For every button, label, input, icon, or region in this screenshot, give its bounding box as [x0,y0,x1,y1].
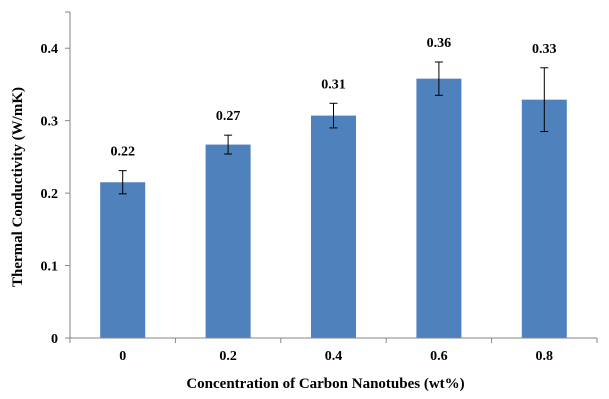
y-tick-label: 0 [51,332,58,347]
data-label: 0.22 [110,145,135,160]
bars [100,78,567,339]
bar [100,182,146,338]
y-tick-label: 0.2 [41,187,59,202]
data-label: 0.36 [427,36,452,51]
x-tick-label: 0.8 [536,349,554,364]
data-label: 0.27 [216,109,241,124]
error-bars [118,61,549,195]
y-tick-label: 0.4 [41,42,59,57]
bar [311,115,356,339]
bar [205,144,251,338]
x-tick-label: 0 [119,349,126,364]
x-axis-ticks: 0 0.2 0.4 0.6 0.8 [69,338,598,364]
x-tick-label: 0.6 [430,349,448,364]
y-axis-ticks: 0 0.1 0.2 0.3 0.4 [41,11,70,347]
bar [416,78,462,338]
x-axis-title: Concentration of Carbon Nanotubes (wt%) [186,376,464,392]
data-label: 0.31 [321,77,346,92]
y-axis-title: Thermal Conductivity (W/mK) [10,87,26,287]
y-tick-label: 0.1 [41,260,59,275]
x-tick-label: 0.2 [219,349,237,364]
data-label: 0.33 [532,42,557,57]
y-tick-label: 0.3 [41,115,59,130]
bar [521,99,567,338]
data-labels: 0.22 0.27 0.31 0.36 0.33 [110,36,556,160]
x-tick-label: 0.4 [325,349,343,364]
